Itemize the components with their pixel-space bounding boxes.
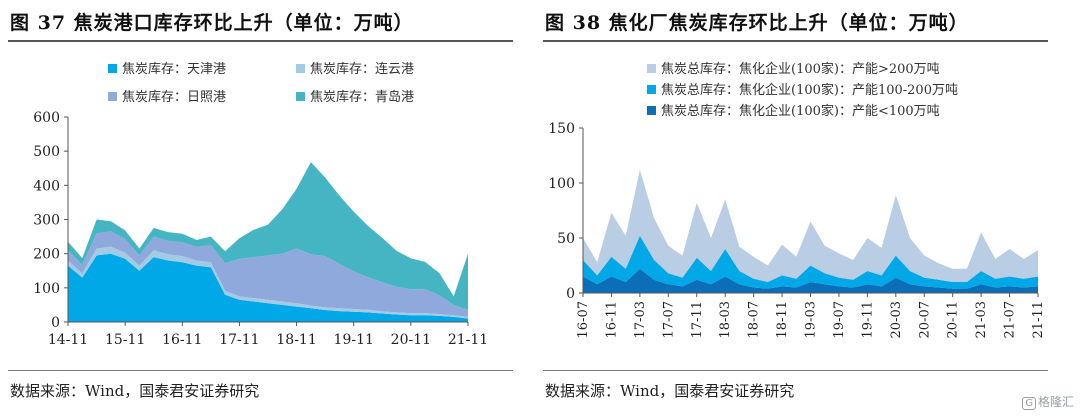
- x-tick-label: 16-07: [576, 301, 591, 338]
- x-tick-label: 17-03: [633, 301, 648, 338]
- title-rule: [543, 40, 1048, 42]
- series-area: [68, 231, 468, 317]
- legend-label: 焦炭库存：日照港: [122, 89, 226, 105]
- x-tick-label: 20-03: [889, 301, 904, 338]
- x-tick-label: 17-11: [219, 332, 259, 348]
- y-tick-label: 600: [33, 110, 60, 126]
- chart-panel-left: 图 37 焦炭港口库存环比上升（单位：万吨） 焦炭库存：天津港 焦炭库存：连云港焦…: [0, 0, 520, 416]
- legend-label: 焦炭库存：天津港: [122, 61, 226, 77]
- x-tick-label: 21-11: [1031, 301, 1046, 338]
- legend-label: 焦炭总库存：焦化企业(100家)：产能>200万吨: [661, 61, 940, 77]
- x-tick-label: 19-11: [334, 332, 374, 348]
- y-tick-label: 0: [51, 315, 60, 331]
- legend-swatch: [647, 106, 656, 115]
- x-tick-label: 19-07: [832, 301, 847, 338]
- x-tick-label: 19-11: [860, 301, 875, 338]
- legend-swatch: [647, 64, 656, 73]
- legend-swatch: [647, 85, 656, 94]
- x-tick-label: 17-07: [661, 301, 676, 338]
- y-tick-label: 300: [33, 213, 60, 229]
- watermark-text: 格隆汇: [1037, 395, 1074, 409]
- title-rule: [8, 40, 513, 42]
- source-note: 数据来源：Wind，国泰君安证券研究: [10, 382, 260, 400]
- y-tick-label: 150: [548, 121, 575, 137]
- series-area: [583, 235, 1038, 289]
- legend-swatch: [108, 64, 117, 73]
- chart-panel-right: 图 38 焦化厂焦炭库存环比上升（单位：万吨） 焦炭总库存：焦化企业(100家)…: [535, 0, 1055, 416]
- figure-title: 图 38 焦化厂焦炭库存环比上升（单位：万吨）: [545, 12, 969, 34]
- legend-swatch: [296, 64, 305, 73]
- figure-title: 图 37 焦炭港口库存环比上升（单位：万吨）: [10, 12, 414, 34]
- series-area: [583, 169, 1038, 282]
- series-area: [68, 162, 468, 310]
- source-rule: [8, 370, 513, 371]
- y-tick-label: 0: [566, 286, 575, 302]
- legend-label: 焦炭库存：连云港: [310, 61, 414, 77]
- series-area: [68, 253, 468, 322]
- x-tick-label: 17-11: [690, 301, 705, 338]
- source-note: 数据来源：Wind，国泰君安证券研究: [545, 382, 795, 400]
- x-tick-label: 20-07: [917, 301, 932, 338]
- watermark-logo-icon: G: [1022, 397, 1036, 410]
- legend-label: 焦炭总库存：焦化企业(100家)：产能100-200万吨: [661, 82, 958, 98]
- legend-label: 焦炭库存：青岛港: [310, 89, 414, 105]
- x-tick-label: 21-03: [974, 301, 989, 338]
- x-tick-label: 14-11: [48, 332, 88, 348]
- x-tick-label: 16-11: [604, 301, 619, 338]
- x-tick-label: 20-11: [391, 332, 431, 348]
- y-tick-label: 100: [548, 176, 575, 192]
- x-tick-label: 16-11: [162, 332, 202, 348]
- coking-plant-inventory-chart: 焦炭总库存：焦化企业(100家)：产能>200万吨焦炭总库存：焦化企业(100家…: [548, 61, 1046, 338]
- x-tick-label: 19-03: [804, 301, 819, 338]
- legend-label: 焦炭总库存：焦化企业(100家)：产能<100万吨: [661, 103, 940, 119]
- x-tick-label: 21-07: [1003, 301, 1018, 338]
- y-tick-label: 100: [33, 281, 60, 297]
- x-tick-label: 18-11: [775, 301, 790, 338]
- x-tick-label: 20-11: [946, 301, 961, 338]
- x-tick-label: 18-03: [718, 301, 733, 338]
- y-tick-label: 50: [557, 231, 575, 247]
- y-tick-label: 400: [33, 178, 60, 194]
- watermark: G 格隆汇: [1022, 393, 1074, 410]
- series-area: [583, 268, 1038, 293]
- series-area: [68, 246, 468, 319]
- legend-swatch: [108, 92, 117, 101]
- y-tick-label: 200: [33, 247, 60, 263]
- x-tick-label: 18-07: [747, 301, 762, 338]
- x-tick-label: 15-11: [105, 332, 145, 348]
- legend-swatch: [296, 92, 305, 101]
- source-rule: [543, 370, 1048, 371]
- y-tick-label: 500: [33, 144, 60, 160]
- x-tick-label: 18-11: [276, 332, 316, 348]
- x-tick-label: 21-11: [448, 332, 488, 348]
